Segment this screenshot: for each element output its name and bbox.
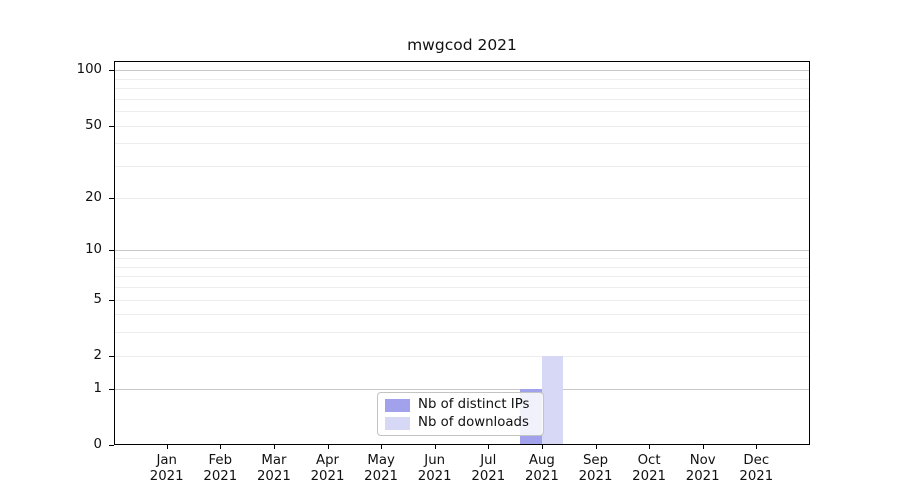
plot-border — [114, 61, 810, 445]
x-tick-year: 2021 — [364, 469, 399, 484]
minor-gridline — [114, 197, 810, 199]
y-tick-label: 0 — [93, 437, 102, 452]
x-tick-label: Mar 2021 — [247, 453, 301, 485]
x-tick-mark — [273, 445, 275, 449]
x-tick-month: Mar — [261, 453, 287, 468]
x-tick-mark — [756, 445, 758, 449]
x-tick-label: Jun 2021 — [408, 453, 462, 485]
minor-gridline — [114, 111, 810, 113]
x-tick-mark — [649, 445, 651, 449]
y-tick-mark — [109, 355, 114, 357]
y-tick-label: 5 — [93, 291, 102, 307]
x-tick-mark — [434, 445, 436, 449]
x-tick-month: Apr — [315, 453, 339, 468]
x-tick-month: Nov — [689, 453, 716, 468]
y-tick-label: 2 — [93, 347, 102, 363]
minor-gridline — [114, 266, 810, 268]
minor-gridline — [114, 98, 810, 100]
minor-gridline — [114, 166, 810, 168]
major-gridline — [114, 388, 810, 390]
x-tick-mark — [166, 445, 168, 449]
x-tick-month: Dec — [743, 453, 770, 468]
x-tick-label: Dec 2021 — [729, 453, 783, 485]
minor-gridline — [114, 78, 810, 80]
chart-title: mwgcod 2021 — [407, 36, 517, 54]
x-tick-month: Feb — [208, 453, 233, 468]
minor-gridline — [114, 125, 810, 127]
x-tick-label: Nov 2021 — [676, 453, 730, 485]
x-tick-label: Feb 2021 — [193, 453, 247, 485]
legend-item-distinct-ips: Nb of distinct IPs — [385, 398, 536, 412]
major-gridline — [114, 250, 810, 252]
minor-gridline — [114, 299, 810, 301]
y-tick-mark — [109, 197, 114, 199]
y-tick-label: 10 — [85, 242, 102, 258]
x-tick-mark — [541, 445, 543, 449]
x-tick-year: 2021 — [632, 469, 667, 484]
x-tick-year: 2021 — [310, 469, 345, 484]
legend-swatch-distinct-ips — [385, 398, 410, 412]
x-tick-month: Jan — [156, 453, 177, 468]
minor-gridline — [114, 88, 810, 89]
x-tick-year: 2021 — [578, 469, 613, 484]
x-tick-label: Jul 2021 — [461, 453, 515, 485]
x-tick-label: May 2021 — [354, 453, 408, 485]
x-tick-label: Jan 2021 — [140, 453, 194, 485]
x-tick-label: Oct 2021 — [622, 453, 676, 485]
y-tick-label: 20 — [85, 189, 102, 205]
y-tick-mark — [109, 70, 114, 72]
y-tick-label: 50 — [85, 117, 102, 133]
y-tick-mark — [109, 250, 114, 252]
x-tick-month: Aug — [528, 453, 555, 468]
x-tick-year: 2021 — [524, 469, 559, 484]
minor-gridline — [114, 258, 810, 259]
x-tick-mark — [595, 445, 597, 449]
x-tick-mark — [702, 445, 704, 449]
minor-gridline — [114, 143, 810, 145]
x-tick-year: 2021 — [203, 469, 238, 484]
legend: Nb of distinct IPs Nb of downloads — [377, 392, 544, 436]
legend-swatch-downloads — [385, 416, 410, 430]
x-tick-mark — [381, 445, 383, 449]
x-tick-year: 2021 — [417, 469, 452, 484]
minor-gridline — [114, 286, 810, 288]
x-tick-year: 2021 — [149, 469, 184, 484]
x-tick-mark — [488, 445, 490, 449]
y-tick-mark — [109, 125, 114, 127]
x-tick-month: May — [367, 453, 395, 468]
x-tick-month: Sep — [582, 453, 609, 468]
y-tick-label: 1 — [93, 380, 102, 396]
y-tick-mark — [109, 445, 114, 446]
x-tick-mark — [327, 445, 329, 449]
y-tick-mark — [109, 299, 114, 301]
minor-gridline — [114, 314, 810, 316]
x-tick-label: Apr 2021 — [301, 453, 355, 485]
minor-gridline — [114, 276, 810, 278]
y-tick-mark — [109, 388, 114, 390]
x-tick-label: Aug 2021 — [515, 453, 569, 485]
legend-label-downloads: Nb of downloads — [418, 415, 529, 430]
x-tick-mark — [220, 445, 222, 449]
x-tick-year: 2021 — [685, 469, 720, 484]
x-tick-year: 2021 — [256, 469, 291, 484]
x-tick-year: 2021 — [471, 469, 506, 484]
minor-gridline — [114, 332, 810, 334]
x-tick-label: Sep 2021 — [569, 453, 623, 485]
legend-label-distinct-ips: Nb of distinct IPs — [418, 397, 530, 412]
x-tick-year: 2021 — [739, 469, 774, 484]
minor-gridline — [114, 355, 810, 357]
bar-downloads — [541, 355, 564, 445]
x-tick-month: Jun — [424, 453, 446, 468]
x-tick-month: Oct — [637, 453, 661, 468]
x-tick-month: Jul — [480, 453, 497, 468]
y-tick-label: 100 — [76, 62, 102, 78]
legend-item-downloads: Nb of downloads — [385, 416, 536, 430]
major-gridline — [114, 70, 810, 72]
